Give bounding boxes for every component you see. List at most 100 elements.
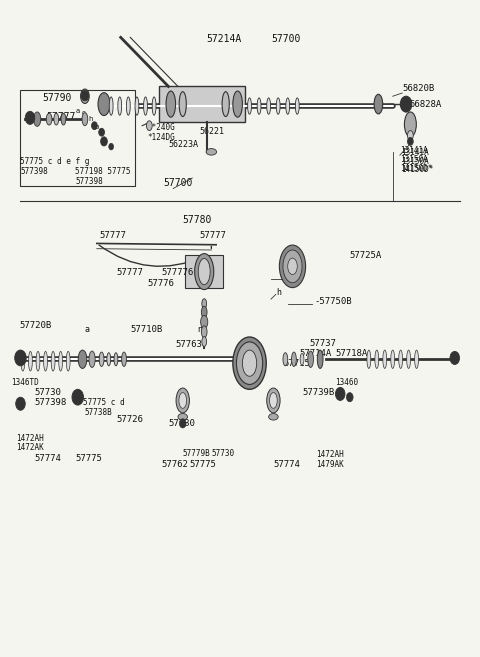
Text: 56820B: 56820B [402,84,434,93]
Circle shape [336,388,345,401]
Ellipse shape [391,350,395,369]
Circle shape [347,393,353,402]
Text: 1479AK: 1479AK [316,460,344,469]
Ellipse shape [201,315,208,328]
Bar [21,90,135,186]
Text: 57739B: 57739B [302,388,334,397]
Ellipse shape [82,112,88,125]
Text: 1472AH: 1472AH [316,450,344,459]
Text: 13141A: 13141A [400,146,428,155]
Text: 57737: 57737 [309,339,336,348]
Ellipse shape [166,91,176,117]
Text: 57775 c d e f g: 57775 c d e f g [21,157,90,166]
Text: 13460: 13460 [336,378,359,388]
Bar [185,255,223,288]
Text: 57762: 57762 [161,460,188,469]
Text: 57780: 57780 [183,215,212,225]
Ellipse shape [288,258,297,275]
Text: 57720B: 57720B [20,321,52,330]
Text: 56828A: 56828A [409,101,442,109]
Ellipse shape [202,299,206,309]
Text: b: b [95,124,99,130]
Ellipse shape [107,353,111,366]
Ellipse shape [248,98,252,114]
Ellipse shape [300,353,304,365]
Circle shape [25,111,35,124]
Text: 1472AK: 1472AK [16,443,44,452]
Text: a: a [75,108,80,114]
Circle shape [101,137,108,146]
Ellipse shape [201,306,207,318]
Ellipse shape [270,393,277,408]
Text: 13150A: 13150A [401,156,429,166]
Ellipse shape [36,351,40,371]
Ellipse shape [179,393,187,408]
Text: 57775 c d: 57775 c d [83,398,124,407]
Ellipse shape [279,245,306,288]
Text: 56223A: 56223A [168,139,198,148]
Ellipse shape [233,91,242,117]
Circle shape [400,97,412,112]
Text: 57710B: 57710B [130,325,163,334]
Text: 57776: 57776 [147,279,174,288]
Text: h: h [276,288,281,297]
Circle shape [81,91,89,101]
Text: 57730: 57730 [168,419,195,428]
Ellipse shape [178,413,188,420]
Ellipse shape [367,350,371,369]
Text: n: n [197,325,202,334]
Ellipse shape [89,351,95,367]
Text: 57700: 57700 [271,34,300,44]
Circle shape [75,394,81,401]
Text: 57725A: 57725A [350,251,382,260]
Ellipse shape [283,353,288,366]
Ellipse shape [374,95,383,114]
Ellipse shape [295,98,299,114]
Text: 57774: 57774 [35,453,61,463]
Circle shape [180,419,186,428]
Text: 57763: 57763 [176,340,203,350]
Text: 577398: 577398 [21,167,48,176]
Ellipse shape [144,97,147,115]
Ellipse shape [206,148,216,155]
Text: 57700: 57700 [164,179,193,189]
Text: 57714A: 57714A [300,349,332,358]
Ellipse shape [408,131,413,141]
Ellipse shape [269,413,278,420]
Ellipse shape [179,92,186,116]
Text: 57775: 57775 [190,460,217,469]
Text: 57777: 57777 [199,231,226,240]
Ellipse shape [237,342,263,384]
Ellipse shape [291,352,296,367]
Circle shape [403,102,409,112]
Bar [159,87,245,122]
Ellipse shape [99,352,104,367]
Ellipse shape [201,326,207,338]
Text: d: d [297,271,302,279]
Text: 57774: 57774 [274,460,300,469]
Text: 57777: 57777 [99,231,126,240]
Ellipse shape [286,98,289,114]
Text: 57790: 57790 [42,93,72,102]
Text: 57730: 57730 [211,449,235,458]
Ellipse shape [152,97,156,115]
Text: -57750B: -57750B [314,296,351,306]
Ellipse shape [28,351,32,371]
Text: c: c [82,110,85,116]
Ellipse shape [195,254,214,290]
Ellipse shape [114,353,118,366]
Text: 13141A: 13141A [401,148,429,157]
Ellipse shape [317,350,323,369]
Ellipse shape [59,351,62,371]
Ellipse shape [66,351,70,371]
Ellipse shape [198,258,210,284]
Text: 577776: 577776 [161,269,193,277]
Ellipse shape [399,350,403,369]
Circle shape [109,143,114,150]
Ellipse shape [61,113,66,125]
Ellipse shape [126,97,130,115]
Text: a: a [85,325,90,334]
Ellipse shape [222,92,229,116]
Text: 57775: 57775 [75,453,102,463]
Ellipse shape [118,97,121,115]
